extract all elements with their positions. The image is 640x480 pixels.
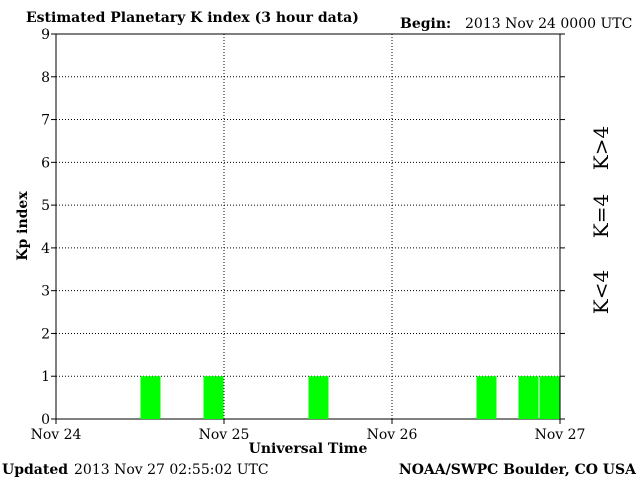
y-tick-label: 5: [41, 198, 50, 214]
kp-bar: [518, 376, 539, 419]
y-tick-label: 4: [41, 241, 50, 257]
updated-value: 2013 Nov 27 02:55:02 UTC: [74, 462, 269, 478]
kp-bars: [140, 376, 560, 419]
y-tick-label: 2: [41, 326, 50, 342]
x-tick-label: Nov 27: [535, 427, 586, 443]
y-tick-label: 1: [41, 369, 50, 385]
begin-value: 2013 Nov 24 0000 UTC: [465, 16, 632, 32]
kp-bar: [308, 376, 329, 419]
kp-bar: [140, 376, 161, 419]
legend-equal: K=4: [589, 194, 613, 238]
legend-high: K>4: [589, 126, 613, 170]
plot-frame: [55, 33, 561, 420]
chart-title: Estimated Planetary K index (3 hour data…: [26, 10, 359, 26]
begin-label: Begin:: [400, 16, 451, 32]
source-credit: NOAA/SWPC Boulder, CO USA: [399, 462, 637, 478]
kp-bar: [203, 376, 224, 419]
y-axis-label: Kp index: [15, 191, 31, 261]
legend-low: K<4: [589, 270, 613, 314]
grid-lines: [56, 34, 560, 419]
x-tick-label: Nov 24: [31, 427, 82, 443]
kp-bar: [539, 376, 560, 419]
x-axis-label: Universal Time: [249, 441, 368, 457]
x-tick-label: Nov 26: [367, 427, 418, 443]
y-axis-ticks: 0 1 2 3 4 5 6 7 8 9: [41, 27, 565, 428]
y-tick-label: 9: [41, 27, 50, 43]
kp-bar: [476, 376, 497, 419]
x-axis-ticks: Nov 24 Nov 25 Nov 26 Nov 27: [31, 419, 586, 443]
y-tick-label: 0: [41, 412, 50, 428]
x-tick-label: Nov 25: [199, 427, 250, 443]
y-tick-label: 3: [41, 284, 50, 300]
y-tick-label: 7: [41, 113, 50, 129]
y-tick-label: 6: [41, 155, 50, 171]
y-tick-label: 8: [41, 70, 50, 86]
updated-label: Updated: [2, 462, 68, 478]
